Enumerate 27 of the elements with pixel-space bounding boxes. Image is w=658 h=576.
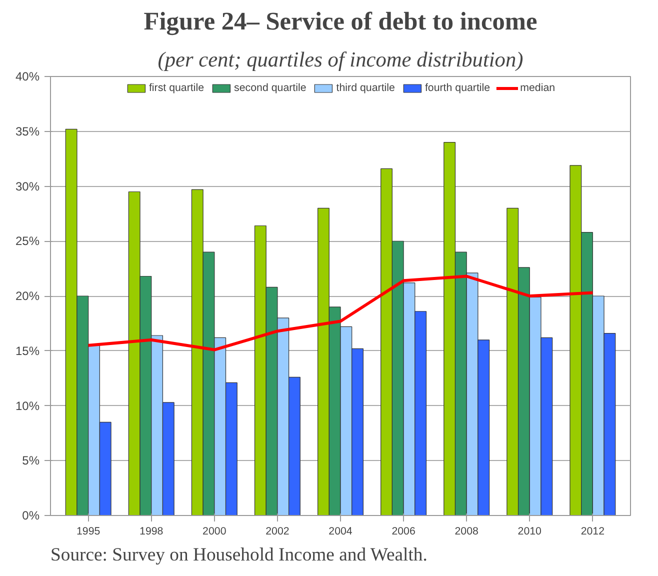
x-tick-label: 2004 (328, 526, 352, 538)
y-tick-label: 15% (15, 344, 40, 358)
x-tick-label: 2010 (518, 526, 542, 538)
x-tick-label: 2012 (580, 526, 605, 538)
source-note: Source: Survey on Household Income and Wealth. (50, 544, 428, 566)
legend-label: median (520, 82, 556, 94)
y-tick-label: 20% (15, 289, 40, 303)
y-tick-label: 40% (15, 70, 40, 84)
y-tick-label: 30% (15, 179, 40, 194)
y-tick-label: 10% (15, 398, 40, 413)
x-tick-label: 2002 (266, 526, 290, 538)
legend-label: fourth quartile (424, 82, 490, 94)
y-tick-label: 0% (22, 508, 40, 522)
line-series (86, 274, 594, 352)
legend-label: second quartile (234, 82, 306, 94)
legend-label: first quartile (148, 82, 204, 94)
legend-label: third quartile (336, 82, 395, 94)
y-tick-label: 25% (15, 234, 40, 248)
chart-title: Figure 24– Service of debt to income (144, 8, 538, 36)
y-tick-label: 5% (22, 454, 40, 468)
chart-subtitle: (per cent; quartiles of income distribution) (158, 48, 524, 72)
y-tick-label: 35% (15, 124, 40, 138)
x-tick-label: 1995 (76, 526, 100, 538)
x-tick-label: 2006 (392, 526, 416, 538)
x-tick-label: 2000 (202, 526, 226, 538)
x-tick-label: 1998 (140, 526, 164, 538)
x-tick-label: 2008 (454, 526, 479, 538)
